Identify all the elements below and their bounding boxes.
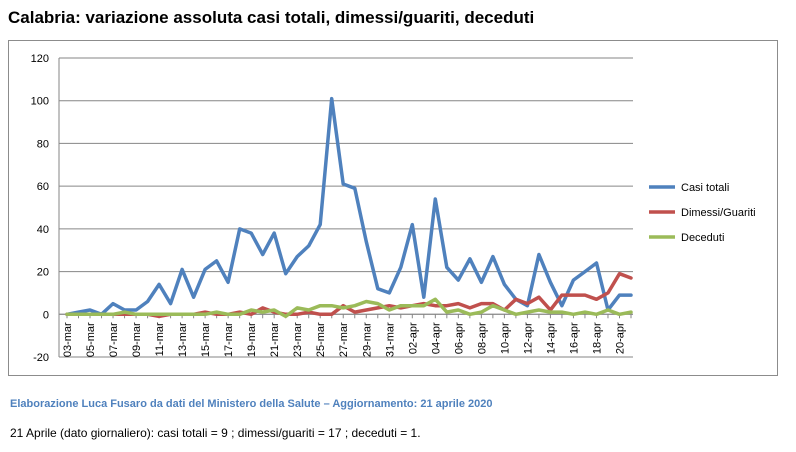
daily-summary-note: 21 Aprile (dato giornaliero): casi total… xyxy=(10,426,421,440)
y-tick-label: 20 xyxy=(37,267,49,279)
x-tick-label: 10-apr xyxy=(499,322,511,354)
x-tick-label: 04-apr xyxy=(430,322,442,354)
x-tick-label: 23-mar xyxy=(292,322,304,357)
x-tick-label: 02-apr xyxy=(407,322,419,354)
x-tick-label: 13-mar xyxy=(177,322,189,357)
x-tick-label: 27-mar xyxy=(338,322,350,357)
x-tick-label: 12-apr xyxy=(522,322,534,354)
series-line-casi-totali xyxy=(65,96,633,317)
y-tick-label: 120 xyxy=(31,53,49,65)
x-tick-label: 25-mar xyxy=(315,322,327,357)
x-tick-label: 31-mar xyxy=(384,322,396,357)
legend-label: Casi totali xyxy=(681,182,729,194)
x-tick-label: 08-apr xyxy=(476,322,488,354)
y-tick-label: -20 xyxy=(33,352,49,364)
x-tick-label: 19-mar xyxy=(246,322,258,357)
x-tick-label: 05-mar xyxy=(85,322,97,357)
legend-label: Deceduti xyxy=(681,232,724,244)
series-line-deceduti xyxy=(65,297,633,319)
x-tick-label: 16-apr xyxy=(568,322,580,354)
y-tick-label: 100 xyxy=(31,96,49,108)
x-tick-label: 11-mar xyxy=(154,322,166,356)
line-chart: -20 0 20 40 60 80 100 120 03-mar 05-mar 07-mar 09-m… xyxy=(31,53,756,364)
x-tick-label: 21-mar xyxy=(269,322,281,357)
legend-label: Dimessi/Guariti xyxy=(681,207,756,219)
y-tick-label: 0 xyxy=(43,309,49,321)
x-tick-label: 07-mar xyxy=(108,322,120,357)
x-tick-label: 06-apr xyxy=(453,322,465,354)
x-tick-label: 14-apr xyxy=(545,322,557,354)
x-tick-label: 03-mar xyxy=(62,322,74,357)
chart-area: -20 0 20 40 60 80 100 120 03-mar 05-mar 07-mar 09-m… xyxy=(8,40,778,376)
x-tick-label: 29-mar xyxy=(361,322,373,357)
x-tick-label: 15-mar xyxy=(200,322,212,357)
x-tick-label: 09-mar xyxy=(131,322,143,357)
x-tick-label: 18-apr xyxy=(591,322,603,354)
x-tick-label: 20-apr xyxy=(614,322,626,354)
x-tick-label: 17-mar xyxy=(223,322,235,357)
credit-line: Elaborazione Luca Fusaro da dati del Min… xyxy=(10,398,493,410)
y-tick-label: 40 xyxy=(37,224,49,236)
chart-title: Calabria: variazione assoluta casi total… xyxy=(8,8,535,27)
y-tick-label: 60 xyxy=(37,181,49,193)
y-tick-label: 80 xyxy=(37,138,49,150)
